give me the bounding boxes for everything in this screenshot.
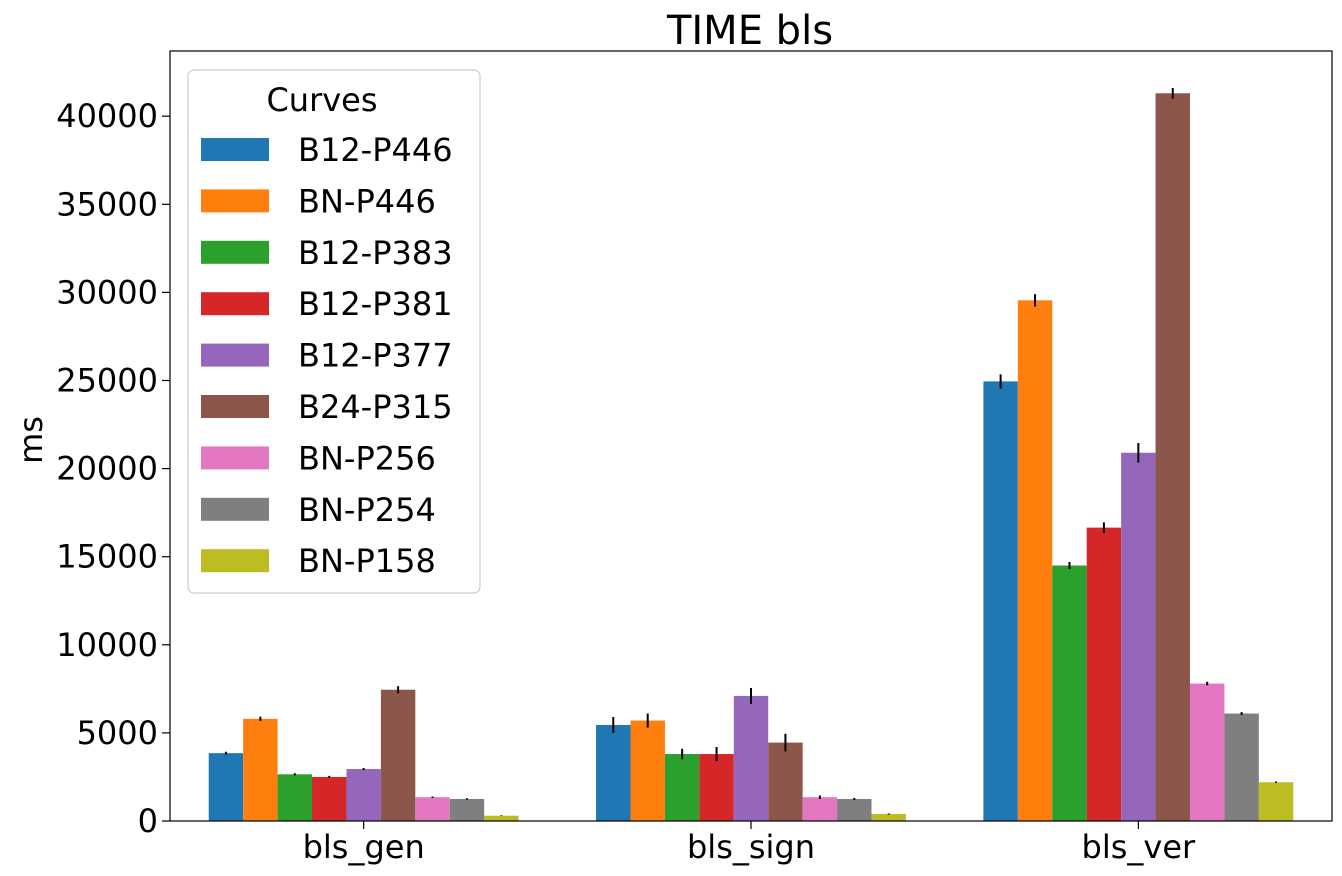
legend-entry: B12-P446 [298,131,453,169]
legend-swatch [201,343,269,367]
bar [484,815,519,821]
legend-entry: B12-P383 [298,234,453,272]
bar [1189,683,1225,821]
bar [1155,93,1190,821]
bar [871,813,906,821]
bar [1258,782,1294,821]
error-bars-layer [224,88,1278,817]
bar [733,695,769,821]
legend-title: Curves [266,81,377,119]
bar [380,689,416,821]
x-axis: bls_gen bls_sign bls_ver [303,821,1196,866]
bar [243,718,278,821]
bar [983,381,1018,821]
legend-entry: BN-P158 [298,542,436,580]
y-tick-label: 10000 [56,626,158,664]
bar [664,754,700,821]
y-tick-label: 0 [138,802,158,840]
bar [802,797,838,821]
legend-entry: B12-P377 [298,337,453,375]
bar [208,753,244,821]
bar [596,724,631,821]
legend-entry: BN-P446 [298,182,436,220]
y-tick-label: 20000 [56,450,158,488]
bar [699,754,734,821]
bar [1224,713,1259,821]
bar [1121,452,1156,821]
y-tick-label: 15000 [56,538,158,576]
y-tick-label: 25000 [56,361,158,399]
legend-entry: B24-P315 [298,388,453,426]
x-tick-label: bls_ver [1082,828,1197,866]
bars-layer [208,93,1294,821]
bar [346,769,381,821]
legend-swatch [201,189,269,213]
y-tick-label: 40000 [56,97,158,135]
bar [1086,527,1122,821]
y-axis: 0 5000 10000 15000 20000 25000 30000 35000 40000 [56,97,170,840]
legend-swatch [201,549,269,573]
plot-frame [169,50,1333,822]
bar [630,720,665,821]
y-tick-label: 35000 [56,185,158,223]
legend-entry: BN-P256 [298,439,436,477]
bar [1052,565,1087,821]
legend-swatch [201,240,269,264]
y-axis-label: ms [12,416,50,464]
legend-swatch [201,292,269,316]
bar [312,776,347,821]
legend-swatch [201,395,269,418]
legend: Curves B12-P446 BN-P446 B12-P383 B12-P381 B12… [187,69,481,594]
bar [768,742,803,821]
legend-swatch [201,446,269,470]
legend-entry: BN-P254 [298,491,436,529]
bar [837,798,872,821]
legend-entry: B12-P381 [298,285,453,323]
legend-swatch [201,138,269,161]
chart-title: TIME bls [666,8,833,54]
y-tick-label: 5000 [77,714,158,752]
bar [277,774,313,821]
y-tick-label: 30000 [56,273,158,311]
x-tick-label: bls_gen [303,828,425,866]
bar [415,797,450,821]
legend-swatch [201,497,269,521]
x-tick-label: bls_sign [687,828,815,866]
bar [1017,300,1053,821]
bar [449,798,485,821]
